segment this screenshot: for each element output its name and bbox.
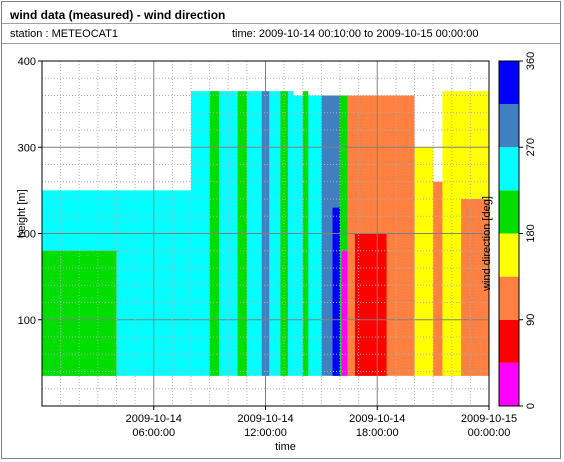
x-tick-time: 18:00:00 xyxy=(356,427,399,439)
direction-cell xyxy=(60,293,89,376)
colorbar-tick-label: 270 xyxy=(525,138,537,156)
direction-cell xyxy=(414,147,434,376)
x-tick-time: 12:00:00 xyxy=(244,427,287,439)
colorbar-bin xyxy=(499,276,519,320)
colorbar-bin xyxy=(499,104,519,148)
chart-title: wind data (measured) - wind direction xyxy=(10,8,226,22)
colorbar-bin xyxy=(499,233,519,277)
colorbar-bin xyxy=(499,190,519,234)
x-tick-date: 2009-10-14 xyxy=(349,413,405,425)
colorbar-bin xyxy=(499,319,519,363)
axes: 100 200 300 400 2009-10-14 06:00:00 2009-10-14… xyxy=(16,56,517,453)
colorbar-bin xyxy=(499,61,519,105)
x-tick-date: 2009-10-14 xyxy=(237,413,293,425)
x-tick-date: 2009-10-15 xyxy=(461,413,517,425)
header-divider xyxy=(2,43,560,44)
x-tick-time: 00:00:00 xyxy=(468,427,511,439)
station-label: station : METEOCAT1 xyxy=(10,28,118,40)
colorbar-bin xyxy=(499,147,519,191)
colorbar-tick-label: 90 xyxy=(525,314,537,326)
y-tick-label: 400 xyxy=(18,56,36,68)
x-axis-label: time xyxy=(275,441,296,453)
direction-cell xyxy=(461,199,489,376)
colorbar: 0 90 180 270 360 wind direction [deg] xyxy=(481,52,537,409)
x-tick-time: 06:00:00 xyxy=(132,427,175,439)
colorbar-bin xyxy=(499,362,519,406)
direction-cell xyxy=(332,207,342,376)
title-divider xyxy=(2,23,560,24)
colorbar-tick-label: 0 xyxy=(525,403,537,409)
colorbar-tick-label: 180 xyxy=(525,224,537,242)
x-tick-date: 2009-10-14 xyxy=(126,413,182,425)
y-tick-label: 100 xyxy=(18,315,36,327)
time-range-label: time: 2009-10-14 00:10:00 to 2009-10-15 … xyxy=(232,28,479,40)
y-axis-label: height [m] xyxy=(16,189,28,237)
colorbar-tick-label: 360 xyxy=(525,52,537,70)
y-tick-label: 200 xyxy=(18,229,36,241)
y-tick-label: 300 xyxy=(18,142,36,154)
colorbar-label: wind direction [deg] xyxy=(481,196,493,292)
direction-cell xyxy=(354,233,387,376)
direction-cell xyxy=(341,250,348,376)
